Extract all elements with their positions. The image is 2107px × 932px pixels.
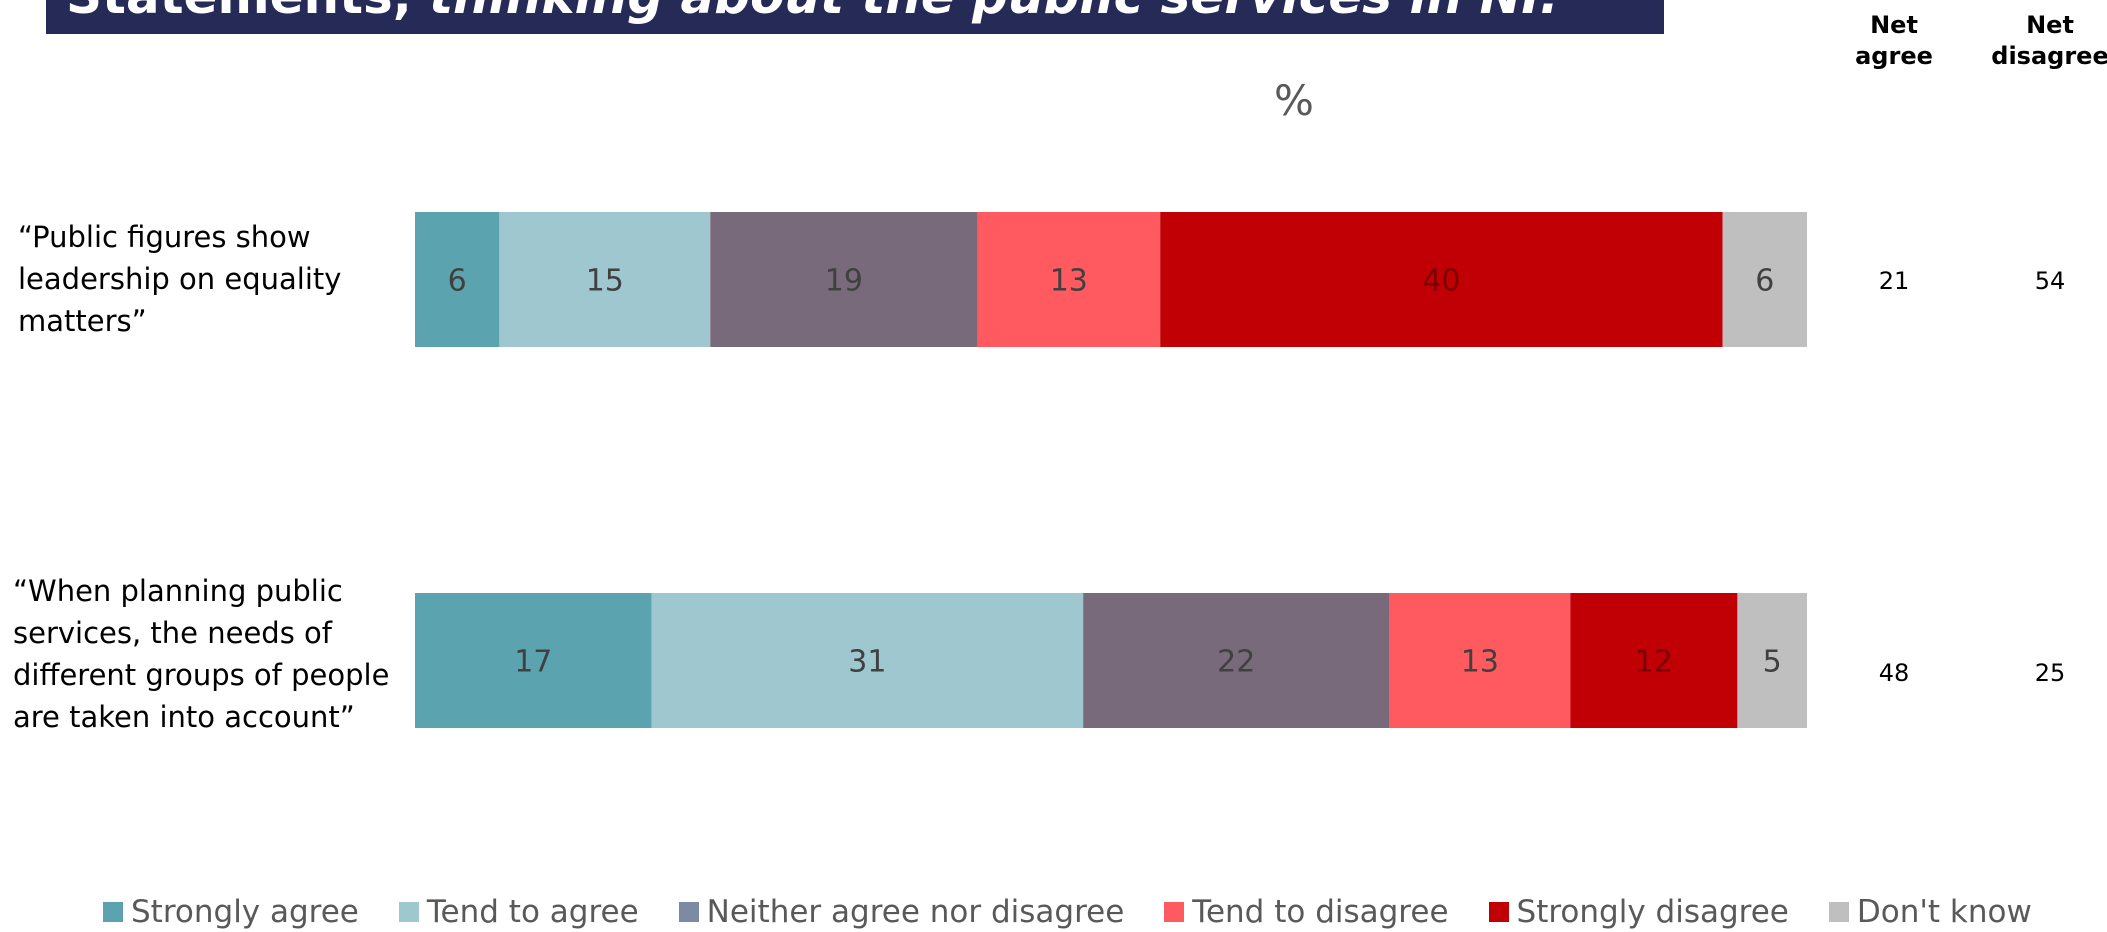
bar-strongly-agree-row-2 [415, 593, 652, 728]
bar-strongly-disagree-row-1 [1160, 212, 1723, 347]
unit-label: % [1274, 76, 1314, 125]
bar-tend-to-agree-row-2 [651, 593, 1084, 728]
data-label-neither-row-1: 19 [825, 264, 863, 299]
legend-label-strongly-agree: Strongly agree [131, 894, 359, 930]
legend-item-tend-to-disagree: Tend to disagree [1164, 894, 1449, 930]
data-label-strongly-disagree-row-1: 40 [1422, 264, 1460, 299]
net-disagree-value-row-2: 25 [2034, 659, 2066, 687]
legend-item-tend-to-agree: Tend to agree [398, 894, 639, 930]
data-label-strongly-agree-row-2: 17 [514, 645, 552, 680]
bar-tend-to-disagree-row-2 [1389, 593, 1571, 728]
legend-swatch-tend-to-disagree [1164, 902, 1185, 922]
legend-item-neither: Neither agree nor disagree [678, 894, 1125, 930]
net-disagree-value-row-1: 54 [2034, 267, 2066, 295]
bar-neither-row-1 [710, 212, 978, 347]
data-label-tend-to-agree-row-1: 15 [586, 264, 624, 299]
legend-item-dont-know: Don't know [1828, 894, 2032, 930]
data-label-tend-to-disagree-row-1: 13 [1050, 264, 1088, 299]
title-plain: Statements, [66, 0, 429, 25]
legend-swatch-dont-know [1828, 902, 1849, 922]
legend-item-strongly-agree: Strongly agree [103, 894, 359, 930]
category-label-planning-services: “When planning public services, the need… [13, 574, 390, 734]
data-label-neither-row-2: 22 [1217, 645, 1255, 680]
category-label-public-figures: “Public figures show leadership on equal… [18, 220, 342, 338]
data-label-dont-know-row-2: 5 [1763, 645, 1782, 680]
title-banner: Statements, thinking about the public se… [46, 0, 1664, 34]
data-label-tend-to-agree-row-2: 31 [848, 645, 886, 680]
data-label-strongly-disagree-row-2: 12 [1635, 645, 1673, 680]
legend-label-dont-know: Don't know [1856, 894, 2032, 930]
legend-item-strongly-disagree: Strongly disagree [1488, 894, 1789, 930]
legend-label-tend-to-disagree: Tend to disagree [1192, 894, 1449, 930]
bar-tend-to-agree-row-1 [499, 212, 711, 347]
bar-neither-row-2 [1083, 593, 1390, 728]
title-italic: thinking about the public services in NI… [429, 0, 1560, 25]
legend-swatch-tend-to-agree [398, 902, 419, 922]
legend-swatch-neither [678, 902, 699, 922]
data-label-strongly-agree-row-1: 6 [448, 264, 467, 299]
legend-swatch-strongly-agree [103, 902, 123, 922]
bar-strongly-agree-row-1 [415, 212, 500, 347]
net-disagree-header: Net disagree [1991, 11, 2107, 70]
data-label-dont-know-row-1: 6 [1755, 264, 1774, 299]
net-agree-header: Net agree [1855, 11, 1933, 70]
legend-swatch-strongly-disagree [1488, 902, 1509, 922]
legend-label-strongly-disagree: Strongly disagree [1516, 894, 1789, 930]
legend: Strongly agree Tend to agree Neither agree… [103, 892, 2072, 932]
bar-tend-to-disagree-row-1 [977, 212, 1161, 347]
net-agree-value-row-2: 48 [1878, 659, 1910, 687]
legend-label-neither: Neither agree nor disagree [706, 894, 1125, 930]
data-label-tend-to-disagree-row-2: 13 [1461, 645, 1499, 680]
bar-dont-know-row-2 [1737, 593, 1807, 728]
net-agree-value-row-1: 21 [1878, 267, 1910, 295]
bar-dont-know-row-1 [1722, 212, 1807, 347]
legend-label-tend-to-agree: Tend to agree [426, 894, 639, 930]
chart-title: Statements, thinking about the public se… [66, 0, 1560, 26]
bar-strongly-disagree-row-2 [1570, 593, 1738, 728]
